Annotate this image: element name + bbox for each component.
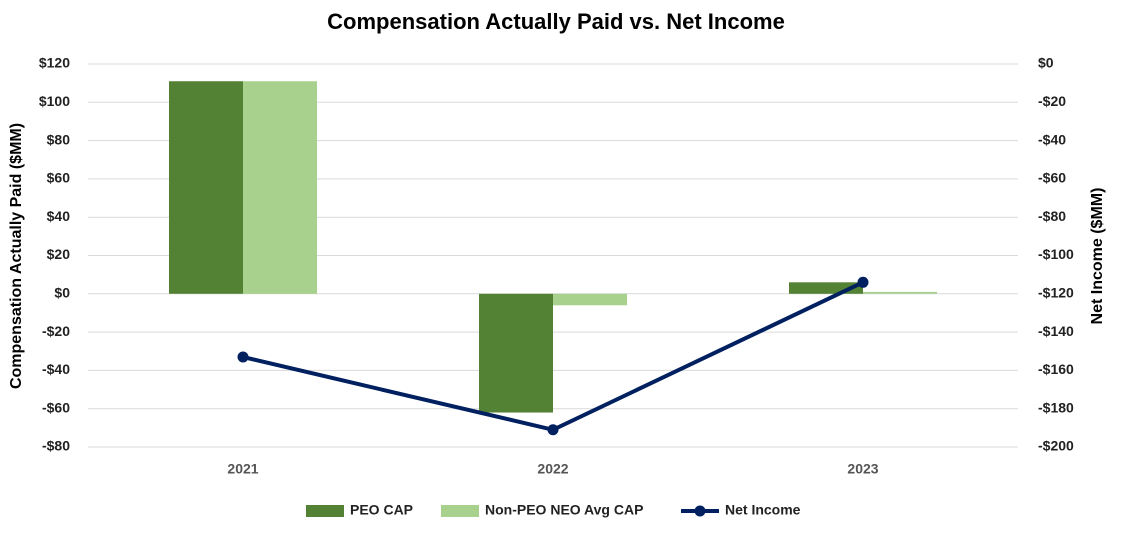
bar (553, 293, 627, 306)
y-tick-label: $60 (47, 170, 71, 186)
legend-label: Non-PEO NEO Avg CAP (485, 502, 643, 518)
y-tick-label: $120 (39, 55, 70, 71)
y-tick-label: $100 (39, 93, 70, 109)
y2-tick-label: -$120 (1038, 285, 1074, 301)
y-tick-label: -$80 (42, 438, 70, 454)
y2-tick-label: -$40 (1038, 131, 1066, 147)
legend-swatch (694, 505, 706, 517)
x-tick-label: 2021 (227, 461, 258, 477)
y2-tick-label: -$20 (1038, 93, 1066, 109)
y-tick-label: -$40 (42, 361, 70, 377)
bar (169, 81, 243, 294)
y-tick-label: $40 (47, 208, 71, 224)
x-tick-label: 2022 (537, 461, 568, 477)
y2-tick-label: -$140 (1038, 323, 1074, 339)
legend-label: PEO CAP (350, 502, 413, 518)
line-marker (237, 351, 249, 363)
y2-axis-title: Net Income ($MM) (1089, 188, 1106, 325)
y2-tick-label: $0 (1038, 55, 1054, 71)
bar (479, 293, 553, 413)
y-tick-label: $80 (47, 131, 71, 147)
y-tick-label: -$60 (42, 399, 70, 415)
line-marker (547, 424, 559, 436)
y-tick-label: $20 (47, 246, 71, 262)
y2-tick-label: -$160 (1038, 361, 1074, 377)
legend-swatch (441, 505, 479, 517)
legend-swatch (306, 505, 344, 517)
y2-tick-label: -$100 (1038, 246, 1074, 262)
y2-tick-label: -$180 (1038, 399, 1074, 415)
line-marker (857, 276, 869, 288)
y2-tick-label: -$200 (1038, 438, 1074, 454)
legend-label: Net Income (725, 502, 801, 518)
y2-tick-label: -$80 (1038, 208, 1066, 224)
x-tick-label: 2023 (847, 461, 878, 477)
y-axis-title: Compensation Actually Paid ($MM) (8, 123, 25, 389)
chart-title: Compensation Actually Paid vs. Net Incom… (327, 9, 785, 34)
bar (789, 282, 863, 294)
bar (243, 81, 317, 294)
bar (863, 291, 937, 294)
y2-tick-label: -$60 (1038, 170, 1066, 186)
y-tick-label: $0 (54, 285, 70, 301)
y-tick-label: -$20 (42, 323, 70, 339)
